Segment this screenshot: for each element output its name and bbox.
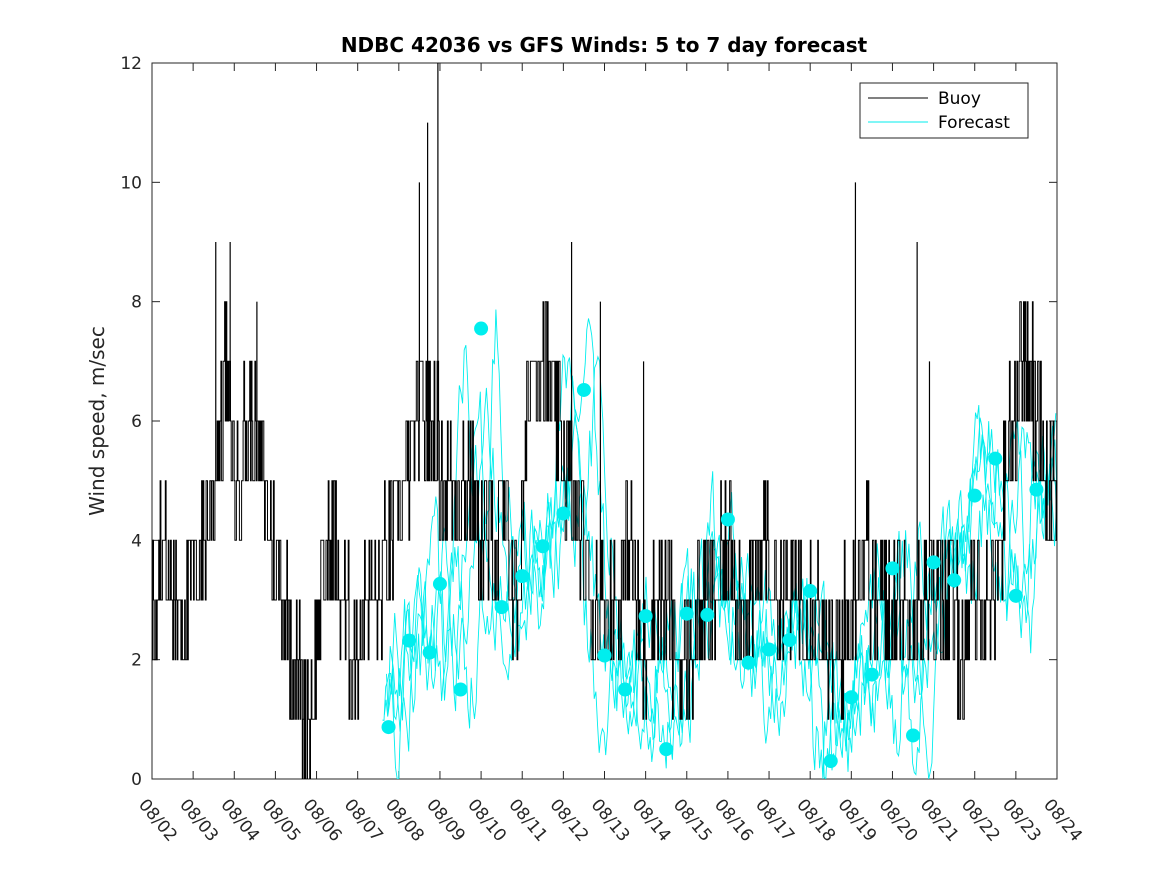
forecast-marker	[576, 382, 591, 397]
forecast-marker	[926, 555, 941, 570]
y-tick-label: 12	[120, 54, 142, 74]
forecast-marker	[700, 607, 715, 622]
forecast-marker	[844, 690, 859, 705]
y-tick-label: 4	[131, 531, 142, 551]
y-tick-label: 0	[131, 770, 142, 790]
forecast-marker	[720, 512, 735, 527]
forecast-marker	[402, 633, 417, 648]
y-axis-label: Wind speed, m/sec	[85, 326, 109, 516]
forecast-marker	[638, 609, 653, 624]
legend-box	[859, 82, 1029, 139]
forecast-marker	[762, 642, 777, 657]
legend: Buoy Forecast	[859, 82, 1029, 139]
forecast-marker	[659, 742, 674, 757]
forecast-marker	[782, 632, 797, 647]
forecast-marker	[515, 569, 530, 584]
forecast-marker	[906, 728, 921, 743]
legend-label-buoy: Buoy	[938, 89, 981, 109]
forecast-marker	[679, 606, 694, 621]
forecast-marker	[381, 720, 396, 735]
chart-title: NDBC 42036 vs GFS Winds: 5 to 7 day fore…	[341, 33, 868, 57]
forecast-marker	[597, 648, 612, 663]
forecast-marker	[618, 682, 633, 697]
legend-label-forecast: Forecast	[938, 113, 1010, 133]
forecast-marker	[1008, 588, 1023, 603]
buoy-line	[152, 301, 1057, 779]
forecast-marker	[1029, 482, 1044, 497]
forecast-marker	[885, 561, 900, 576]
forecast-marker	[422, 645, 437, 660]
forecast-marker	[864, 667, 879, 682]
forecast-marker	[556, 506, 571, 521]
forecast-marker	[494, 600, 509, 615]
forecast-marker	[474, 321, 489, 336]
forecast-marker	[988, 451, 1003, 466]
forecast-marker	[823, 754, 838, 769]
forecast-marker	[947, 573, 962, 588]
y-tick-label: 6	[131, 412, 142, 432]
forecast-marker	[432, 576, 447, 591]
forecast-marker	[803, 584, 818, 599]
y-tick-label: 8	[131, 293, 142, 313]
y-tick-label: 10	[120, 173, 142, 193]
forecast-marker	[453, 682, 468, 697]
forecast-marker	[741, 655, 756, 670]
forecast-marker	[535, 539, 550, 554]
y-tick-label: 2	[131, 651, 142, 671]
forecast-marker	[967, 488, 982, 503]
